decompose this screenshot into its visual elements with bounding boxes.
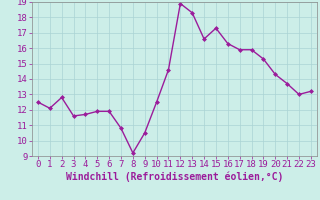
- X-axis label: Windchill (Refroidissement éolien,°C): Windchill (Refroidissement éolien,°C): [66, 172, 283, 182]
